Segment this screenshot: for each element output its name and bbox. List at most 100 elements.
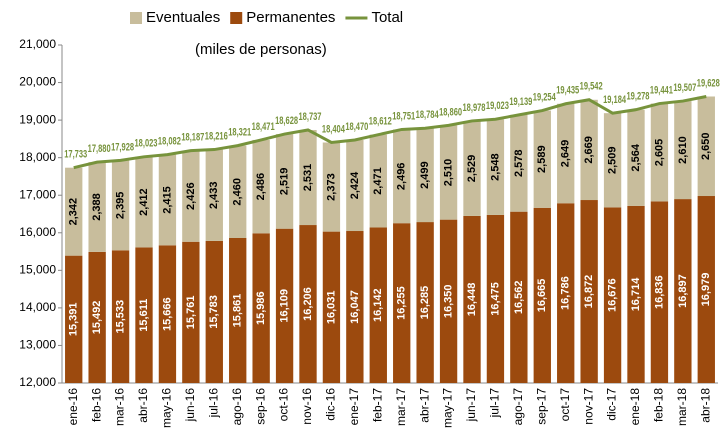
data-label: 16,047 <box>349 290 361 324</box>
bar-segment <box>416 222 434 383</box>
bar-segment <box>393 223 411 383</box>
data-label: 18,187 <box>181 132 204 144</box>
bar-segment <box>463 215 481 383</box>
data-label: 19,278 <box>627 91 650 103</box>
legend-label: Eventuales <box>146 9 220 26</box>
data-label: 19,139 <box>509 96 532 108</box>
bar-segment <box>158 245 177 383</box>
bar-segment <box>65 255 83 383</box>
data-label: 18,082 <box>158 135 181 147</box>
x-tick-label: jun-17 <box>464 388 478 423</box>
y-tick-label: 12,000 <box>19 375 56 389</box>
data-label: 18,216 <box>205 130 228 142</box>
data-label: 16,475 <box>489 282 501 316</box>
x-tick-label: may-16 <box>160 388 174 428</box>
data-label: 19,441 <box>650 84 673 96</box>
bar-segment <box>463 120 481 216</box>
data-label: 15,611 <box>138 299 150 332</box>
data-label: 16,109 <box>278 289 290 323</box>
bar-segment <box>603 207 622 383</box>
y-tick-label: 16,000 <box>19 225 56 239</box>
data-label: 16,665 <box>536 279 548 313</box>
data-label: 16,206 <box>302 287 314 321</box>
bar-segment <box>275 228 294 383</box>
data-label: 2,433 <box>208 181 220 209</box>
data-label: 18,470 <box>345 121 368 133</box>
data-label: 2,531 <box>302 164 314 192</box>
bar-segment <box>510 211 528 383</box>
bar-segment <box>533 110 551 208</box>
x-tick-label: nov-17 <box>581 388 595 425</box>
x-tick-label: oct-16 <box>277 388 291 422</box>
y-tick-label: 15,000 <box>19 263 56 277</box>
bar-segment <box>557 103 575 204</box>
bar-segment <box>650 201 669 383</box>
x-tick-label: jul-17 <box>488 388 502 419</box>
bar-segment <box>275 134 294 229</box>
x-tick-label: may-17 <box>441 388 455 428</box>
x-tick-label: dic-17 <box>605 388 619 421</box>
bar-segment <box>111 250 130 383</box>
data-label: 2,669 <box>583 136 595 164</box>
data-label: 2,415 <box>161 186 173 214</box>
data-label: 2,496 <box>396 163 408 191</box>
data-label: 18,628 <box>275 115 298 127</box>
y-tick-label: 13,000 <box>19 338 56 352</box>
bar-segment <box>533 207 551 383</box>
x-tick-label: jul-16 <box>206 388 220 419</box>
data-label: 18,321 <box>228 127 251 139</box>
x-tick-label: mar-16 <box>113 388 127 426</box>
data-label: 2,649 <box>560 140 572 168</box>
y-tick-label: 21,000 <box>19 37 56 51</box>
legend-label: Total <box>371 9 403 26</box>
annotation: (miles de personas) <box>195 41 327 58</box>
data-label: 16,562 <box>513 281 525 315</box>
data-label: 15,666 <box>161 297 173 331</box>
bar-segment <box>697 96 715 197</box>
x-tick-label: abr-18 <box>698 388 712 423</box>
bar-segment <box>322 142 341 232</box>
data-label: 2,460 <box>232 178 244 206</box>
data-label: 2,426 <box>185 182 197 210</box>
data-label: 2,519 <box>278 168 290 196</box>
x-tick-label: ene-18 <box>628 388 642 426</box>
data-label: 2,424 <box>349 171 361 199</box>
bar-segment <box>299 225 317 383</box>
bar-segment <box>627 205 645 383</box>
data-label: 19,184 <box>603 94 627 106</box>
bar-segment <box>510 114 528 212</box>
x-tick-label: sep-16 <box>253 388 267 425</box>
data-label: 15,492 <box>91 301 103 335</box>
data-label: 17,928 <box>111 141 134 153</box>
x-tick-label: ene-16 <box>66 388 80 426</box>
x-tick-label: sep-17 <box>534 388 548 425</box>
data-label: 2,373 <box>325 173 337 201</box>
legend-swatch <box>130 12 142 24</box>
bar-segment <box>580 99 598 201</box>
bar-segment <box>486 214 505 383</box>
y-tick-label: 17,000 <box>19 187 56 201</box>
bar-segment <box>439 219 458 383</box>
bar-segment <box>416 128 434 223</box>
legend-swatch <box>230 12 243 24</box>
total-line <box>73 95 707 170</box>
data-label: 17,733 <box>64 149 87 161</box>
y-tick-label: 20,000 <box>19 75 56 89</box>
data-label: 16,285 <box>419 286 431 320</box>
data-label: 2,471 <box>372 167 384 195</box>
bar-segment <box>299 129 317 226</box>
bar-segment <box>135 156 153 248</box>
bar-segment <box>346 231 364 383</box>
data-label: 2,529 <box>466 155 478 183</box>
data-label: 19,507 <box>673 82 696 94</box>
bar-segment <box>346 139 364 232</box>
x-tick-label: ago-17 <box>511 388 525 426</box>
data-label: 2,510 <box>442 159 454 187</box>
data-label: 18,737 <box>299 111 322 123</box>
bar-segment <box>182 150 200 242</box>
bar-segment <box>393 129 411 224</box>
data-label: 2,388 <box>91 193 103 221</box>
data-label: 2,610 <box>677 136 689 164</box>
data-label: 15,986 <box>255 291 267 325</box>
bar-segment <box>135 247 153 383</box>
